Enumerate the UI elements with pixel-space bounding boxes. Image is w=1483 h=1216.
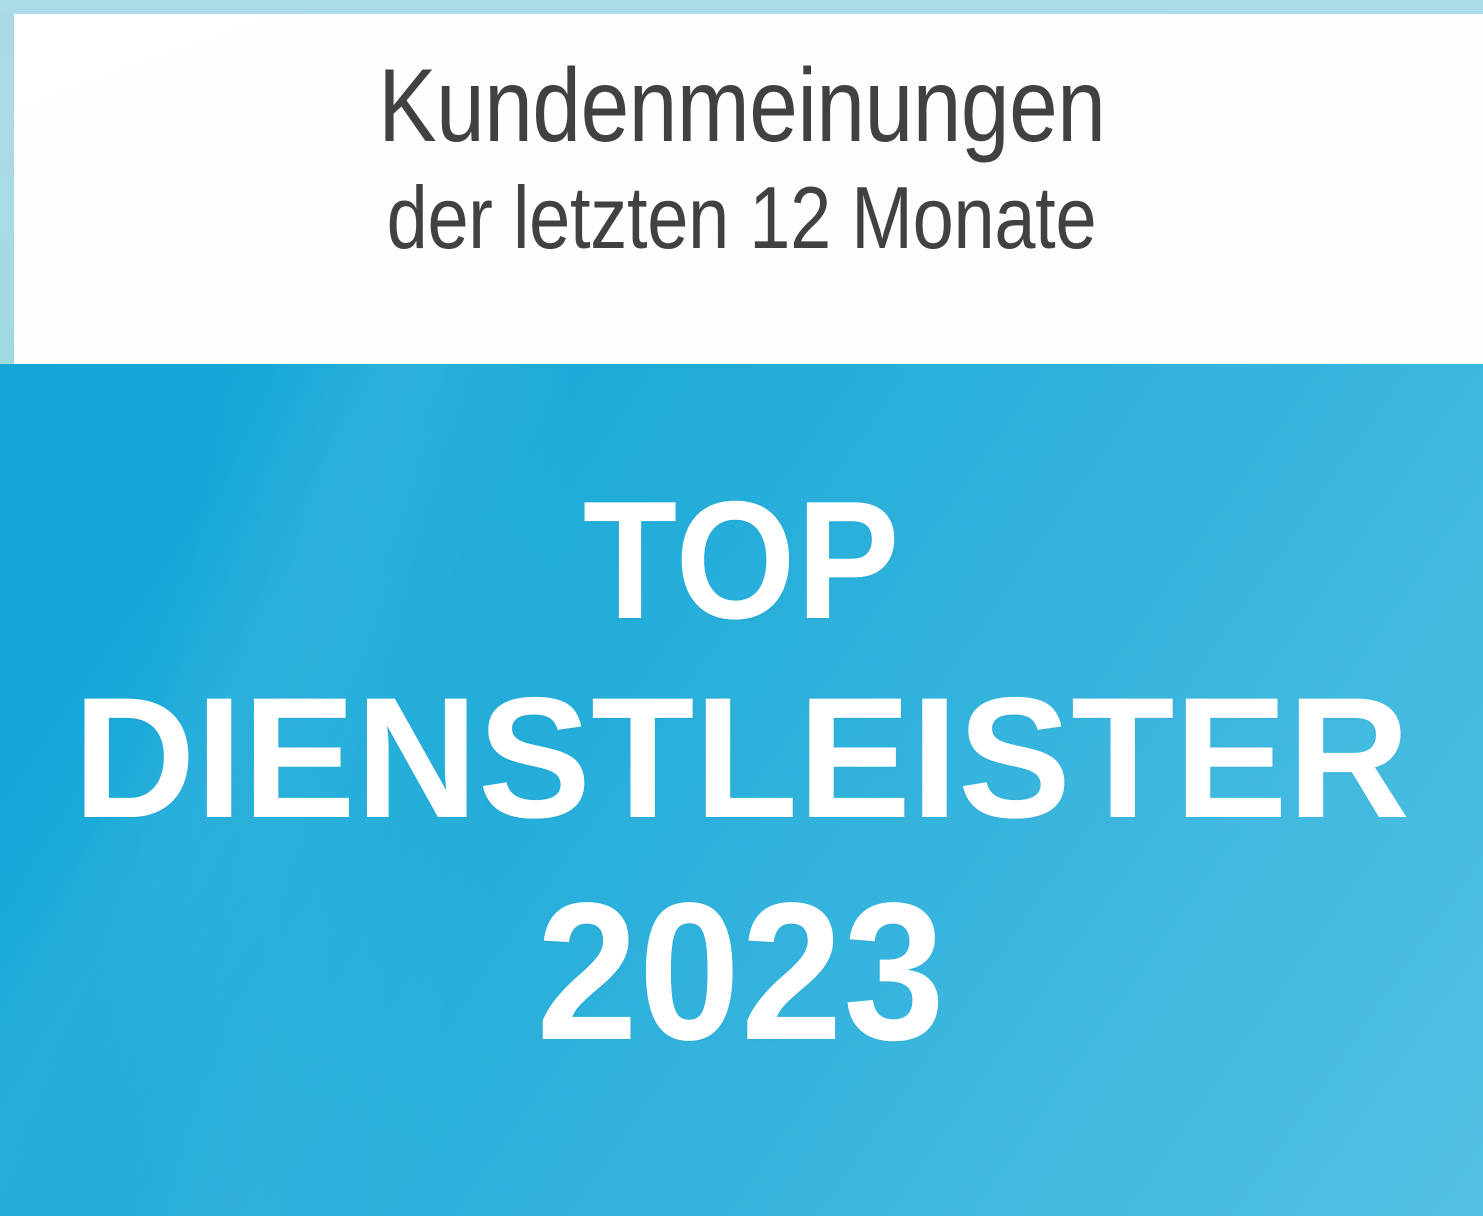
frame-border-top	[0, 0, 1483, 14]
award-year: 2023	[536, 862, 947, 1081]
award-prefix-top: TOP	[582, 466, 901, 654]
frame-border-left-gradient	[0, 14, 14, 364]
award-panel: TOP DIENSTLEISTER 2023	[0, 364, 1483, 1216]
award-category-dienstleister: DIENSTLEISTER	[73, 662, 1410, 854]
header-title-primary: Kundenmeinungen	[377, 48, 1106, 164]
header-panel: Kundenmeinungen der letzten 12 Monate	[0, 0, 1483, 364]
header-title-secondary: der letzten 12 Monate	[386, 168, 1097, 267]
